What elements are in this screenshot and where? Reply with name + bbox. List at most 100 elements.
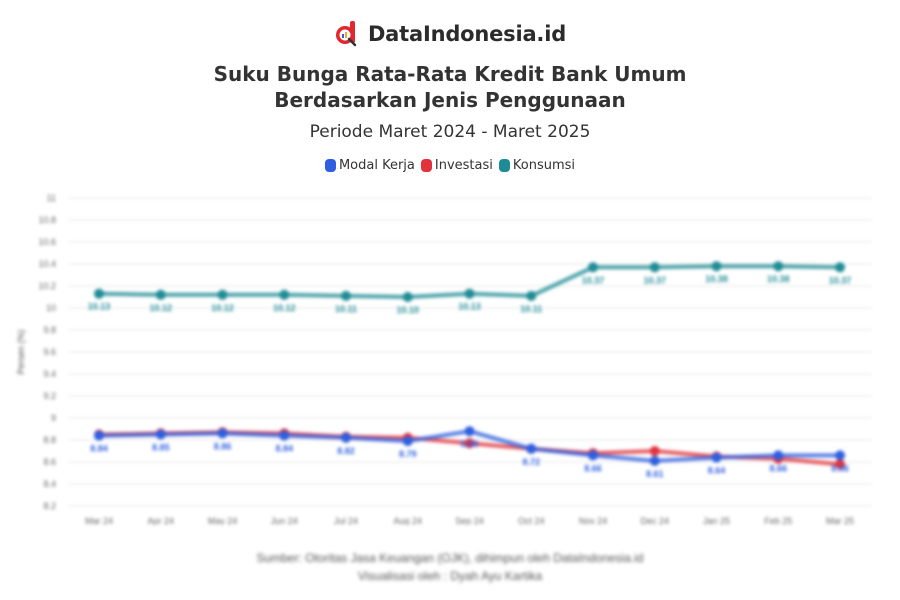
legend-label: Modal Kerja <box>338 158 415 173</box>
chart-title: Suku Bunga Rata-Rata Kredit Bank Umum Be… <box>0 61 900 113</box>
data-point[interactable] <box>835 450 845 461</box>
data-point[interactable] <box>526 290 537 301</box>
x-tick-label: Apr 24 <box>147 516 174 525</box>
data-point[interactable] <box>649 262 660 273</box>
x-tick-label: Aug 24 <box>393 516 422 525</box>
data-label: 8.79 <box>399 449 417 459</box>
data-point[interactable] <box>217 428 228 439</box>
y-tick-label: 8.6 <box>43 457 56 467</box>
x-tick-label: Nov 24 <box>579 516 608 525</box>
chart-subtitle: Periode Maret 2024 - Maret 2025 <box>309 122 591 142</box>
x-tick-label: Dec 24 <box>640 516 669 525</box>
data-label: 8.82 <box>337 446 355 456</box>
dataindonesia-logo-icon <box>334 20 358 48</box>
legend-label: Konsumsi <box>512 158 576 173</box>
data-label: 8.85 <box>152 443 170 453</box>
data-label: 10.37 <box>829 275 852 285</box>
legend-item-modal-kerja[interactable]: Modal Kerja <box>324 158 415 173</box>
legend-label: Investasi <box>434 158 493 173</box>
brand-header: DataIndonesia.id <box>0 20 900 48</box>
legend-swatch-icon <box>498 159 510 172</box>
x-tick-label: Jan 25 <box>703 516 730 525</box>
data-point[interactable] <box>649 455 660 466</box>
x-tick-label: Oct 24 <box>518 516 545 525</box>
data-label: 10.37 <box>643 275 666 285</box>
credit-note: Visualisasi oleh : Dyah Ayu Kartika <box>357 569 543 583</box>
data-point[interactable] <box>279 430 290 441</box>
legend-item-investasi[interactable]: Investasi <box>420 158 493 173</box>
line-chart: 11 10.8 10.6 10.4 10.2 10 9.8 9.6 9.4 9.2 9 8.8 8.6 8… <box>16 193 872 525</box>
data-label: 10.38 <box>705 274 728 284</box>
data-label: 8.84 <box>90 444 108 454</box>
x-tick-label: Mar 24 <box>85 516 113 525</box>
y-tick-label: 9.8 <box>43 325 56 335</box>
y-tick-label: 10.8 <box>38 215 56 225</box>
data-point[interactable] <box>588 262 598 273</box>
data-point[interactable] <box>711 261 722 272</box>
chart-title-line1: Suku Bunga Rata-Rata Kredit Bank Umum <box>213 62 687 86</box>
data-point[interactable] <box>94 288 104 299</box>
data-point[interactable] <box>341 432 351 443</box>
y-tick-label: 10.4 <box>38 259 56 269</box>
data-label: 10.10 <box>396 305 419 315</box>
data-point[interactable] <box>341 290 351 301</box>
data-label: 10.11 <box>520 304 542 314</box>
data-point[interactable] <box>711 452 722 463</box>
x-tick-label: Jul 24 <box>334 516 358 525</box>
legend-swatch-icon <box>420 159 432 172</box>
data-point[interactable] <box>402 436 413 447</box>
data-label: 8.61 <box>646 469 664 479</box>
y-tick-label: 10.2 <box>38 281 56 291</box>
chart-title-line2: Berdasarkan Jenis Penggunaan <box>274 88 626 112</box>
data-point[interactable] <box>94 430 104 441</box>
data-point[interactable] <box>402 292 413 302</box>
data-label: 10.12 <box>273 303 296 313</box>
y-axis-title: Persen (%) <box>16 329 26 374</box>
legend-swatch-icon <box>324 159 336 172</box>
source-note: Sumber: Otoritas Jasa Keuangan (OJK), di… <box>256 551 644 565</box>
data-point[interactable] <box>773 450 784 461</box>
data-point[interactable] <box>649 446 660 456</box>
data-point[interactable] <box>217 289 228 300</box>
data-point[interactable] <box>835 459 845 470</box>
data-point[interactable] <box>773 261 784 272</box>
data-point[interactable] <box>464 438 475 449</box>
data-point[interactable] <box>526 443 537 454</box>
data-label: 8.66 <box>831 463 849 473</box>
data-label: 10.13 <box>88 302 111 312</box>
data-point[interactable] <box>155 289 166 300</box>
y-tick-label: 8.8 <box>43 435 56 445</box>
y-tick-label: 10 <box>46 303 56 313</box>
chart-footer: Sumber: Otoritas Jasa Keuangan (OJK), di… <box>0 549 900 585</box>
data-label: 8.88 <box>461 439 479 449</box>
y-tick-label: 8.4 <box>43 479 56 489</box>
data-point[interactable] <box>155 429 166 440</box>
y-tick-label: 8.2 <box>43 501 56 511</box>
data-label: 10.12 <box>211 303 234 313</box>
y-tick-label: 9 <box>51 413 56 423</box>
y-tick-label: 9.4 <box>43 369 56 379</box>
data-label: 10.12 <box>149 303 172 313</box>
data-label: 8.84 <box>275 444 293 454</box>
legend-item-konsumsi[interactable]: Konsumsi <box>498 158 576 173</box>
data-label: 8.66 <box>769 463 787 473</box>
data-point[interactable] <box>279 289 290 300</box>
x-tick-label: Jun 24 <box>271 516 298 525</box>
x-tick-label: Feb 25 <box>764 516 792 525</box>
y-tick-label: 10.6 <box>38 237 56 247</box>
data-label: 8.64 <box>708 466 726 476</box>
data-point[interactable] <box>464 426 475 437</box>
y-tick-label: 9.2 <box>43 391 56 401</box>
data-point[interactable] <box>835 262 845 273</box>
data-point[interactable] <box>464 288 475 299</box>
chart-legend: Modal Kerja Investasi Konsumsi <box>0 158 900 173</box>
y-tick-label: 11 <box>47 193 56 203</box>
data-label: 8.66 <box>584 463 602 473</box>
data-label: 10.38 <box>767 274 790 284</box>
data-label: 10.11 <box>335 304 357 314</box>
data-point[interactable] <box>588 450 598 461</box>
data-label: 10.37 <box>582 275 605 285</box>
y-tick-label: 9.6 <box>43 347 56 357</box>
x-tick-label: May 24 <box>208 516 238 525</box>
data-label: 8.86 <box>214 441 232 451</box>
